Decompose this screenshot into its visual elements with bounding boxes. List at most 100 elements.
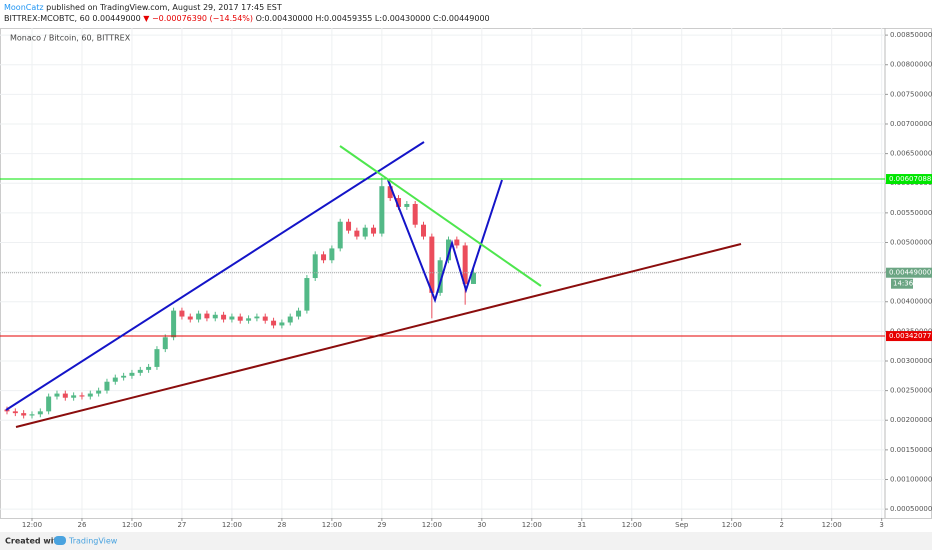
- candle-body: [470, 272, 476, 284]
- last-price-box: [886, 267, 932, 278]
- candle-body: [54, 393, 60, 397]
- price-label-box: [886, 331, 932, 342]
- axis-labels: 0.00850000 0.00800000 0.00750000 0.00700000…: [22, 31, 932, 529]
- y-tick-label: 0.00500000: [890, 238, 932, 246]
- candle-body: [271, 320, 277, 326]
- y-tick-label: 0.00200000: [890, 416, 932, 424]
- candle-body: [379, 186, 385, 234]
- x-tick-label: 12:00: [222, 521, 242, 529]
- candle-body: [462, 245, 468, 284]
- candle-body: [404, 203, 410, 207]
- candle-body: [221, 314, 227, 320]
- candle-body: [104, 381, 110, 391]
- price-label-box: [886, 174, 932, 185]
- candle-body: [362, 227, 368, 237]
- footer-created: Created with: [5, 537, 63, 546]
- candle-body: [371, 227, 377, 234]
- x-tick-label: 12:00: [522, 521, 542, 529]
- x-tick-label: 12:00: [822, 521, 842, 529]
- y-tick-label: 0.00550000: [890, 209, 932, 217]
- ohlc-high: H:0.00459355: [315, 14, 372, 23]
- y-tick-label: 0.00300000: [890, 357, 932, 365]
- candle-body: [204, 313, 210, 319]
- x-tick-label: 12:00: [722, 521, 742, 529]
- candle-body: [29, 414, 35, 416]
- x-tick-label: 26: [78, 521, 87, 529]
- x-tick-label: Sep: [675, 521, 689, 529]
- candle-body: [121, 375, 127, 378]
- candle-body: [21, 413, 27, 416]
- change: ▼ −0.00076390 (−14.54%): [143, 14, 253, 23]
- legend: Monaco / Bitcoin, 60, BITTREX: [10, 34, 131, 43]
- x-tick-label: 12:00: [422, 521, 442, 529]
- candle-body: [254, 316, 260, 319]
- footer-bar: [0, 532, 932, 550]
- footer-logo: [54, 536, 66, 545]
- candle-body: [296, 310, 302, 317]
- candle-body: [337, 221, 343, 249]
- x-tick-label: 28: [277, 521, 286, 529]
- candle-body: [187, 316, 193, 320]
- candle-body: [162, 337, 168, 350]
- countdown-box: [891, 278, 913, 289]
- candle-body: [71, 395, 77, 398]
- candle-body: [445, 239, 451, 261]
- header-line-1: MoonCatz published on TradingView.com, A…: [4, 3, 282, 12]
- candle-body: [429, 236, 435, 293]
- trend-line: [5, 141, 425, 411]
- x-tick-label: 30: [477, 521, 486, 529]
- y-tick-label: 0.00050000: [890, 505, 932, 513]
- x-tick-label: 12:00: [322, 521, 342, 529]
- last-price-label: 0.00449000: [889, 269, 931, 277]
- candle-body: [96, 390, 102, 394]
- ohlc-open: O:0.00430000: [256, 14, 313, 23]
- candle-body: [387, 186, 393, 199]
- header-line-2: BITTREX:MCOBTC, 60 0.00449000 ▼ −0.00076…: [4, 14, 490, 23]
- candle-body: [262, 316, 268, 321]
- ohlc-close: C:0.00449000: [433, 14, 490, 23]
- candle-body: [87, 393, 93, 397]
- candle-body: [46, 396, 52, 412]
- drawings: [5, 141, 742, 428]
- candle-body: [396, 198, 402, 207]
- candle-body: [304, 278, 310, 311]
- candle-body: [354, 230, 360, 237]
- candle-body: [421, 224, 427, 237]
- candle-body: [37, 411, 43, 415]
- x-tick-label: 27: [177, 521, 186, 529]
- y-tick-label: 0.00750000: [890, 90, 932, 98]
- x-tick-label: 31: [577, 521, 586, 529]
- price-label: 0.00607088: [889, 175, 931, 183]
- x-tick-label: 12:00: [122, 521, 142, 529]
- x-tick-label: 29: [377, 521, 386, 529]
- y-tick-label: 0.00150000: [890, 446, 932, 454]
- candle-body: [437, 260, 443, 293]
- candle-body: [154, 349, 160, 367]
- y-tick-label: 0.00700000: [890, 120, 932, 128]
- candle-body: [412, 203, 418, 225]
- candle-body: [329, 248, 335, 261]
- x-tick-label: 12:00: [22, 521, 42, 529]
- countdown: 14:36: [893, 280, 914, 288]
- candle-body: [237, 316, 243, 321]
- pattern-line: [387, 179, 503, 304]
- y-tick-label: 0.00850000: [890, 31, 932, 39]
- candle-body: [346, 221, 352, 231]
- candle-body: [212, 314, 218, 319]
- x-tick-label: 12:00: [622, 521, 642, 529]
- footer-brand: TradingView: [68, 537, 118, 546]
- y-tick-label: 0.00800000: [890, 61, 932, 69]
- candle-body: [79, 395, 85, 397]
- candle-body: [146, 366, 152, 370]
- candle-body: [454, 239, 460, 246]
- candle-body: [229, 316, 235, 320]
- candle-body: [129, 372, 135, 376]
- candle-body: [196, 313, 202, 320]
- last: 0.00449000: [92, 14, 140, 23]
- candle-body: [179, 310, 185, 317]
- x-tick-label: 3: [879, 521, 883, 529]
- candle-body: [246, 318, 252, 321]
- y-tick-label: 0.00400000: [890, 298, 932, 306]
